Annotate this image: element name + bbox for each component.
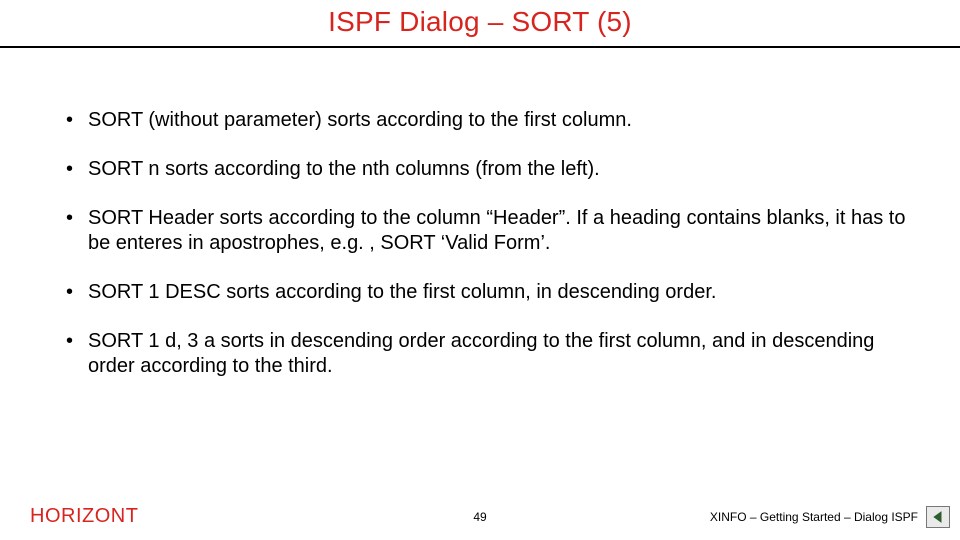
- bullet-item: SORT 1 DESC sorts according to the first…: [66, 280, 910, 305]
- bullet-item: SORT (without parameter) sorts according…: [66, 108, 910, 133]
- bullet-item: SORT n sorts according to the nth column…: [66, 157, 910, 182]
- bullet-list: SORT (without parameter) sorts according…: [66, 108, 910, 379]
- content-area: SORT (without parameter) sorts according…: [66, 108, 910, 403]
- footer-caption: XINFO – Getting Started – Dialog ISPF: [710, 510, 918, 524]
- slide: ISPF Dialog – SORT (5) SORT (without par…: [0, 0, 960, 540]
- triangle-left-icon: [931, 510, 945, 524]
- slide-title: ISPF Dialog – SORT (5): [0, 6, 960, 38]
- title-underline: [0, 46, 960, 48]
- footer: HORIZONT 49 XINFO – Getting Started – Di…: [0, 502, 960, 528]
- title-wrap: ISPF Dialog – SORT (5): [0, 0, 960, 38]
- bullet-item: SORT Header sorts according to the colum…: [66, 206, 910, 256]
- prev-slide-button[interactable]: [926, 506, 950, 528]
- bullet-item: SORT 1 d, 3 a sorts in descending order …: [66, 329, 910, 379]
